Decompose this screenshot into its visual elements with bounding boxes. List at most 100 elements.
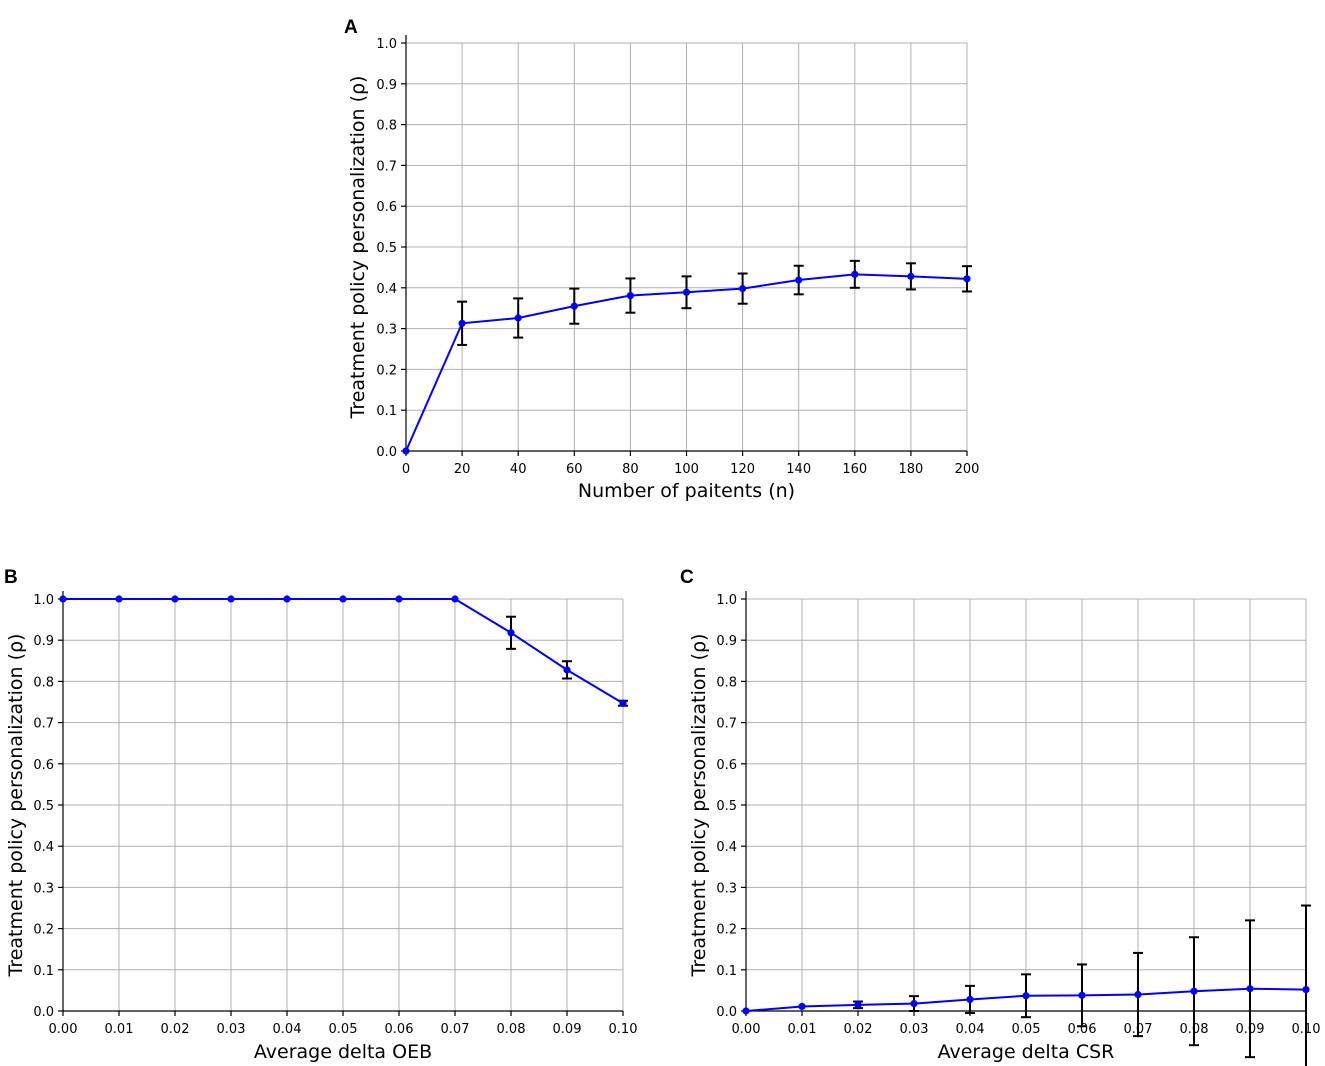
x-tick-label: 0.06 [385, 1022, 414, 1037]
x-tick-label: 0.03 [217, 1022, 246, 1037]
x-axis-label: Average delta CSR [938, 1041, 1115, 1063]
data-point [59, 595, 67, 603]
data-point [1078, 991, 1086, 999]
y-tick-label: 0.1 [376, 404, 397, 419]
data-point [115, 595, 123, 603]
data-point [795, 276, 803, 284]
y-tick-label: 0.9 [33, 634, 54, 649]
x-tick-label: 0.04 [956, 1022, 985, 1037]
x-tick-label: 0 [402, 462, 410, 477]
data-point [1134, 990, 1142, 999]
error-bar [1301, 904, 1311, 1066]
data-point [1022, 992, 1030, 1000]
x-tick-label: 100 [674, 462, 699, 477]
panel-letter: C [680, 567, 694, 588]
data-point [227, 595, 235, 603]
data-point [402, 447, 410, 455]
x-tick-label: 200 [955, 462, 980, 477]
x-tick-label: 0.05 [329, 1022, 358, 1037]
x-tick-label: 0.02 [161, 1022, 190, 1037]
y-axis-label: Treatment policy personalization (ρ) [5, 634, 27, 978]
data-point [171, 595, 179, 603]
data-point [570, 302, 578, 310]
data-point [507, 629, 515, 637]
x-tick-label: 0.08 [497, 1022, 526, 1037]
x-tick-label: 0.00 [732, 1022, 761, 1037]
y-tick-label: 0.4 [376, 282, 397, 297]
x-tick-label: 180 [898, 462, 923, 477]
y-tick-label: 0.4 [33, 840, 54, 855]
y-tick-label: 0.0 [376, 445, 397, 460]
data-point [563, 666, 571, 674]
data-point [966, 995, 974, 1004]
x-tick-label: 0.06 [1068, 1022, 1097, 1037]
data-point [739, 285, 747, 293]
y-tick-label: 0.5 [33, 799, 54, 814]
y-tick-label: 0.7 [33, 717, 54, 732]
y-tick-label: 0.1 [33, 964, 54, 979]
data-point [907, 272, 915, 280]
data-point [339, 595, 347, 603]
y-tick-label: 0.8 [376, 119, 397, 134]
y-tick-label: 0.5 [716, 799, 737, 814]
y-tick-label: 0.8 [33, 675, 54, 690]
x-axis-label: Number of paitents (n) [578, 480, 795, 502]
y-tick-label: 0.3 [33, 881, 54, 896]
data-point [910, 999, 918, 1008]
y-tick-label: 0.6 [33, 758, 54, 773]
data-point [854, 1001, 862, 1009]
y-tick-label: 0.9 [376, 78, 397, 93]
y-tick-label: 1.0 [716, 593, 737, 608]
y-tick-label: 0.2 [376, 363, 397, 378]
panel-letter: A [344, 17, 358, 38]
y-tick-label: 0.0 [716, 1005, 737, 1020]
y-tick-label: 1.0 [376, 37, 397, 52]
y-tick-label: 0.0 [33, 1005, 54, 1020]
y-axis-label: Treatment policy personalization (ρ) [688, 634, 710, 978]
y-tick-label: 0.1 [716, 964, 737, 979]
x-tick-label: 40 [510, 462, 527, 477]
y-tick-label: 0.5 [376, 241, 397, 256]
y-tick-label: 1.0 [33, 593, 54, 608]
x-tick-label: 140 [786, 462, 811, 477]
y-tick-label: 0.3 [716, 881, 737, 896]
x-tick-label: 20 [454, 462, 471, 477]
x-tick-label: 0.01 [788, 1022, 817, 1037]
panel-b: B 0.00 0.01 0.02 0.03 0.04 0.05 0.06 0.07 0.08 0.0… [4, 567, 637, 1063]
data-point [283, 595, 291, 603]
y-tick-label: 0.6 [716, 758, 737, 773]
y-tick-label: 0.3 [376, 323, 397, 338]
data-point [798, 1002, 806, 1011]
y-tick-label: 0.9 [716, 634, 737, 649]
data-point [514, 314, 522, 322]
data-point [451, 595, 459, 603]
data-point [458, 319, 466, 327]
y-tick-label: 0.7 [376, 159, 397, 174]
data-point [963, 275, 971, 283]
y-tick-label: 0.7 [716, 717, 737, 732]
x-tick-label: 120 [730, 462, 755, 477]
x-tick-label: 0.07 [441, 1022, 470, 1037]
data-point [1190, 987, 1198, 995]
panel-a: A 0 20 40 60 80 100 120 140 160 180 200 0.0 0.1 0.2 0.3… [344, 17, 979, 502]
y-tick-label: 0.8 [716, 675, 737, 690]
x-tick-label: 0.05 [1012, 1022, 1041, 1037]
y-tick-label: 0.2 [716, 923, 737, 938]
panel-letter: B [4, 567, 18, 588]
data-point [626, 291, 635, 300]
x-tick-label: 0.01 [105, 1022, 134, 1037]
data-point [619, 699, 627, 707]
y-tick-label: 0.6 [376, 200, 397, 215]
x-tick-label: 60 [566, 462, 583, 477]
panel-c: C0.000.010.020.030.040.050.060.070.080.0… [680, 567, 1320, 1066]
x-tick-label: 0.03 [900, 1022, 929, 1037]
data-point [1246, 985, 1254, 993]
x-axis-label: Average delta OEB [254, 1041, 432, 1063]
x-tick-label: 0.10 [609, 1022, 638, 1037]
data-point [851, 270, 859, 278]
x-tick-label: 0.00 [49, 1022, 78, 1037]
data-point [1302, 985, 1310, 994]
data-point [742, 1007, 750, 1015]
x-tick-label: 160 [842, 462, 867, 477]
x-tick-label: 0.09 [553, 1022, 582, 1037]
